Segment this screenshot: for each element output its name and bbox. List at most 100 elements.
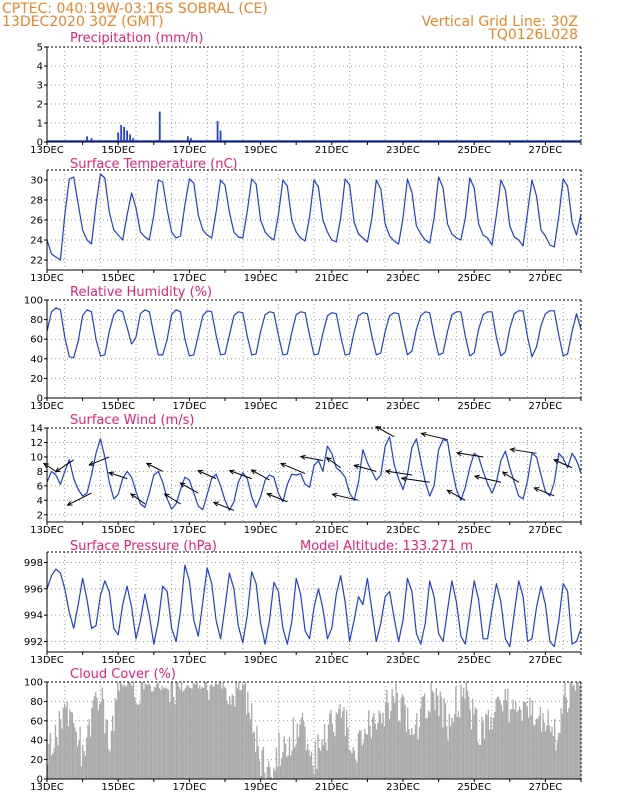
cloud-bar: [533, 725, 535, 779]
cloud-bar: [542, 712, 544, 779]
cloud-bar: [487, 709, 489, 779]
cloud-bar: [256, 725, 258, 779]
cloud-bar: [508, 722, 510, 779]
cloud-bar: [282, 751, 284, 779]
cloud-bar: [110, 730, 112, 779]
cloud-bar: [105, 719, 107, 779]
cloud-bar: [555, 750, 557, 779]
cloud-bar: [509, 709, 512, 779]
x-tick-label: 21DEC: [315, 782, 349, 793]
x-tick-label: 19DEC: [244, 655, 278, 666]
cloud-bar: [175, 682, 177, 779]
cloud-bar: [101, 687, 103, 779]
cloud-bar: [417, 739, 419, 779]
cloud-bar: [502, 711, 504, 779]
cloud-bar: [109, 751, 111, 779]
cloud-bar: [563, 695, 565, 779]
cloud-bar: [112, 715, 114, 779]
cloud-bar: [232, 695, 235, 779]
cloud-bar: [102, 699, 105, 779]
y-tick-label: 20: [30, 755, 43, 766]
y-tick-label: 60: [30, 716, 43, 727]
wind-arrow-shaft: [229, 470, 252, 480]
chart-panel-4: 2 4 6 8 10 12 14 13DEC 15DEC 17DEC 19DEC 21DEC 23DEC…: [30, 413, 582, 536]
cloud-bar: [269, 766, 271, 779]
cloud-bar: [348, 749, 350, 779]
cloud-bar: [455, 686, 457, 779]
cloud-bar: [143, 689, 145, 779]
cloud-bar: [564, 682, 566, 779]
cloud-bar: [245, 714, 248, 779]
cloud-bar: [576, 682, 578, 779]
cloud-bar: [414, 724, 417, 779]
cloud-bar: [482, 721, 484, 779]
cloud-bar: [504, 689, 506, 779]
cloud-bar: [515, 700, 517, 779]
cloud-bar: [286, 757, 288, 779]
y-tick-label: 10: [30, 452, 43, 463]
x-tick-label: 17DEC: [173, 655, 207, 666]
precip-bar: [123, 126, 126, 142]
cloud-bar: [399, 721, 401, 779]
wind-arrow-shaft: [354, 464, 377, 472]
y-tick-label: 40: [30, 354, 43, 365]
cloud-bar: [353, 750, 356, 779]
y-tick-label: 1: [37, 119, 43, 130]
y-tick-label: 20: [30, 374, 43, 385]
cloud-bar: [317, 734, 319, 779]
cloud-bar: [54, 724, 57, 779]
precip-bar: [120, 124, 123, 142]
cloud-bar: [447, 740, 449, 779]
cloud-bar: [288, 736, 291, 779]
cloud-bar: [314, 741, 317, 779]
cloud-bar: [431, 690, 434, 779]
cloud-bar: [409, 734, 411, 779]
wind-arrow-head: [384, 469, 391, 475]
cloud-bar: [174, 704, 176, 779]
cloud-bar: [48, 743, 50, 779]
cloud-bar: [255, 752, 257, 779]
cloud-bar: [366, 734, 369, 779]
cloud-bar: [453, 714, 456, 779]
cloud-bar: [249, 719, 252, 779]
cloud-bar: [340, 717, 343, 779]
precip-bar: [158, 111, 161, 142]
cloud-bar: [407, 707, 409, 779]
cloud-bar: [274, 770, 276, 779]
cloud-bar: [468, 696, 470, 779]
cloud-bar: [152, 691, 154, 779]
cloud-bar: [166, 688, 168, 779]
y-tick-label: 8: [37, 467, 43, 478]
cloud-bar: [388, 719, 391, 779]
cloud-bar: [82, 744, 84, 779]
wind-arrow-head: [325, 457, 332, 463]
cloud-bar: [336, 714, 339, 779]
cloud-bar: [236, 688, 239, 779]
cloud-bar: [291, 750, 293, 779]
wind-arrow-shaft: [267, 493, 288, 503]
cloud-bar: [544, 731, 547, 779]
panel-title: Cloud Cover (%): [70, 667, 176, 682]
cloud-bar: [569, 682, 571, 779]
cloud-bar: [99, 703, 101, 779]
cloud-bar: [364, 729, 366, 779]
cloud-bar: [292, 717, 294, 779]
x-tick-label: 21DEC: [315, 145, 349, 156]
cloud-bar: [108, 749, 110, 779]
precip-bar: [219, 130, 222, 142]
cloud-bar: [404, 704, 406, 779]
x-tick-label: 21DEC: [315, 273, 349, 284]
cloud-bar: [492, 717, 495, 779]
cloud-bar: [440, 696, 443, 779]
cloud-bar: [100, 701, 102, 779]
cloud-bar: [526, 707, 528, 779]
cloud-bar: [503, 699, 505, 779]
cloud-bar: [148, 683, 150, 779]
cloud-bar: [308, 750, 310, 779]
wind-arrow-head: [509, 447, 516, 453]
cloud-bar: [52, 753, 54, 779]
wind-arrow-shaft: [534, 487, 555, 497]
cloud-bar: [473, 714, 475, 779]
cloud-bar: [418, 727, 421, 779]
